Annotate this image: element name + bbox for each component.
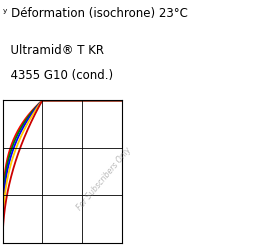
Text: For Subscribers Only: For Subscribers Only [75, 145, 133, 212]
Text: 4355 G10 (cond.): 4355 G10 (cond.) [3, 69, 113, 82]
Text: Ultramid® T KR: Ultramid® T KR [3, 44, 104, 57]
Text: ʸ Déformation (isochrone) 23°C: ʸ Déformation (isochrone) 23°C [3, 7, 188, 20]
